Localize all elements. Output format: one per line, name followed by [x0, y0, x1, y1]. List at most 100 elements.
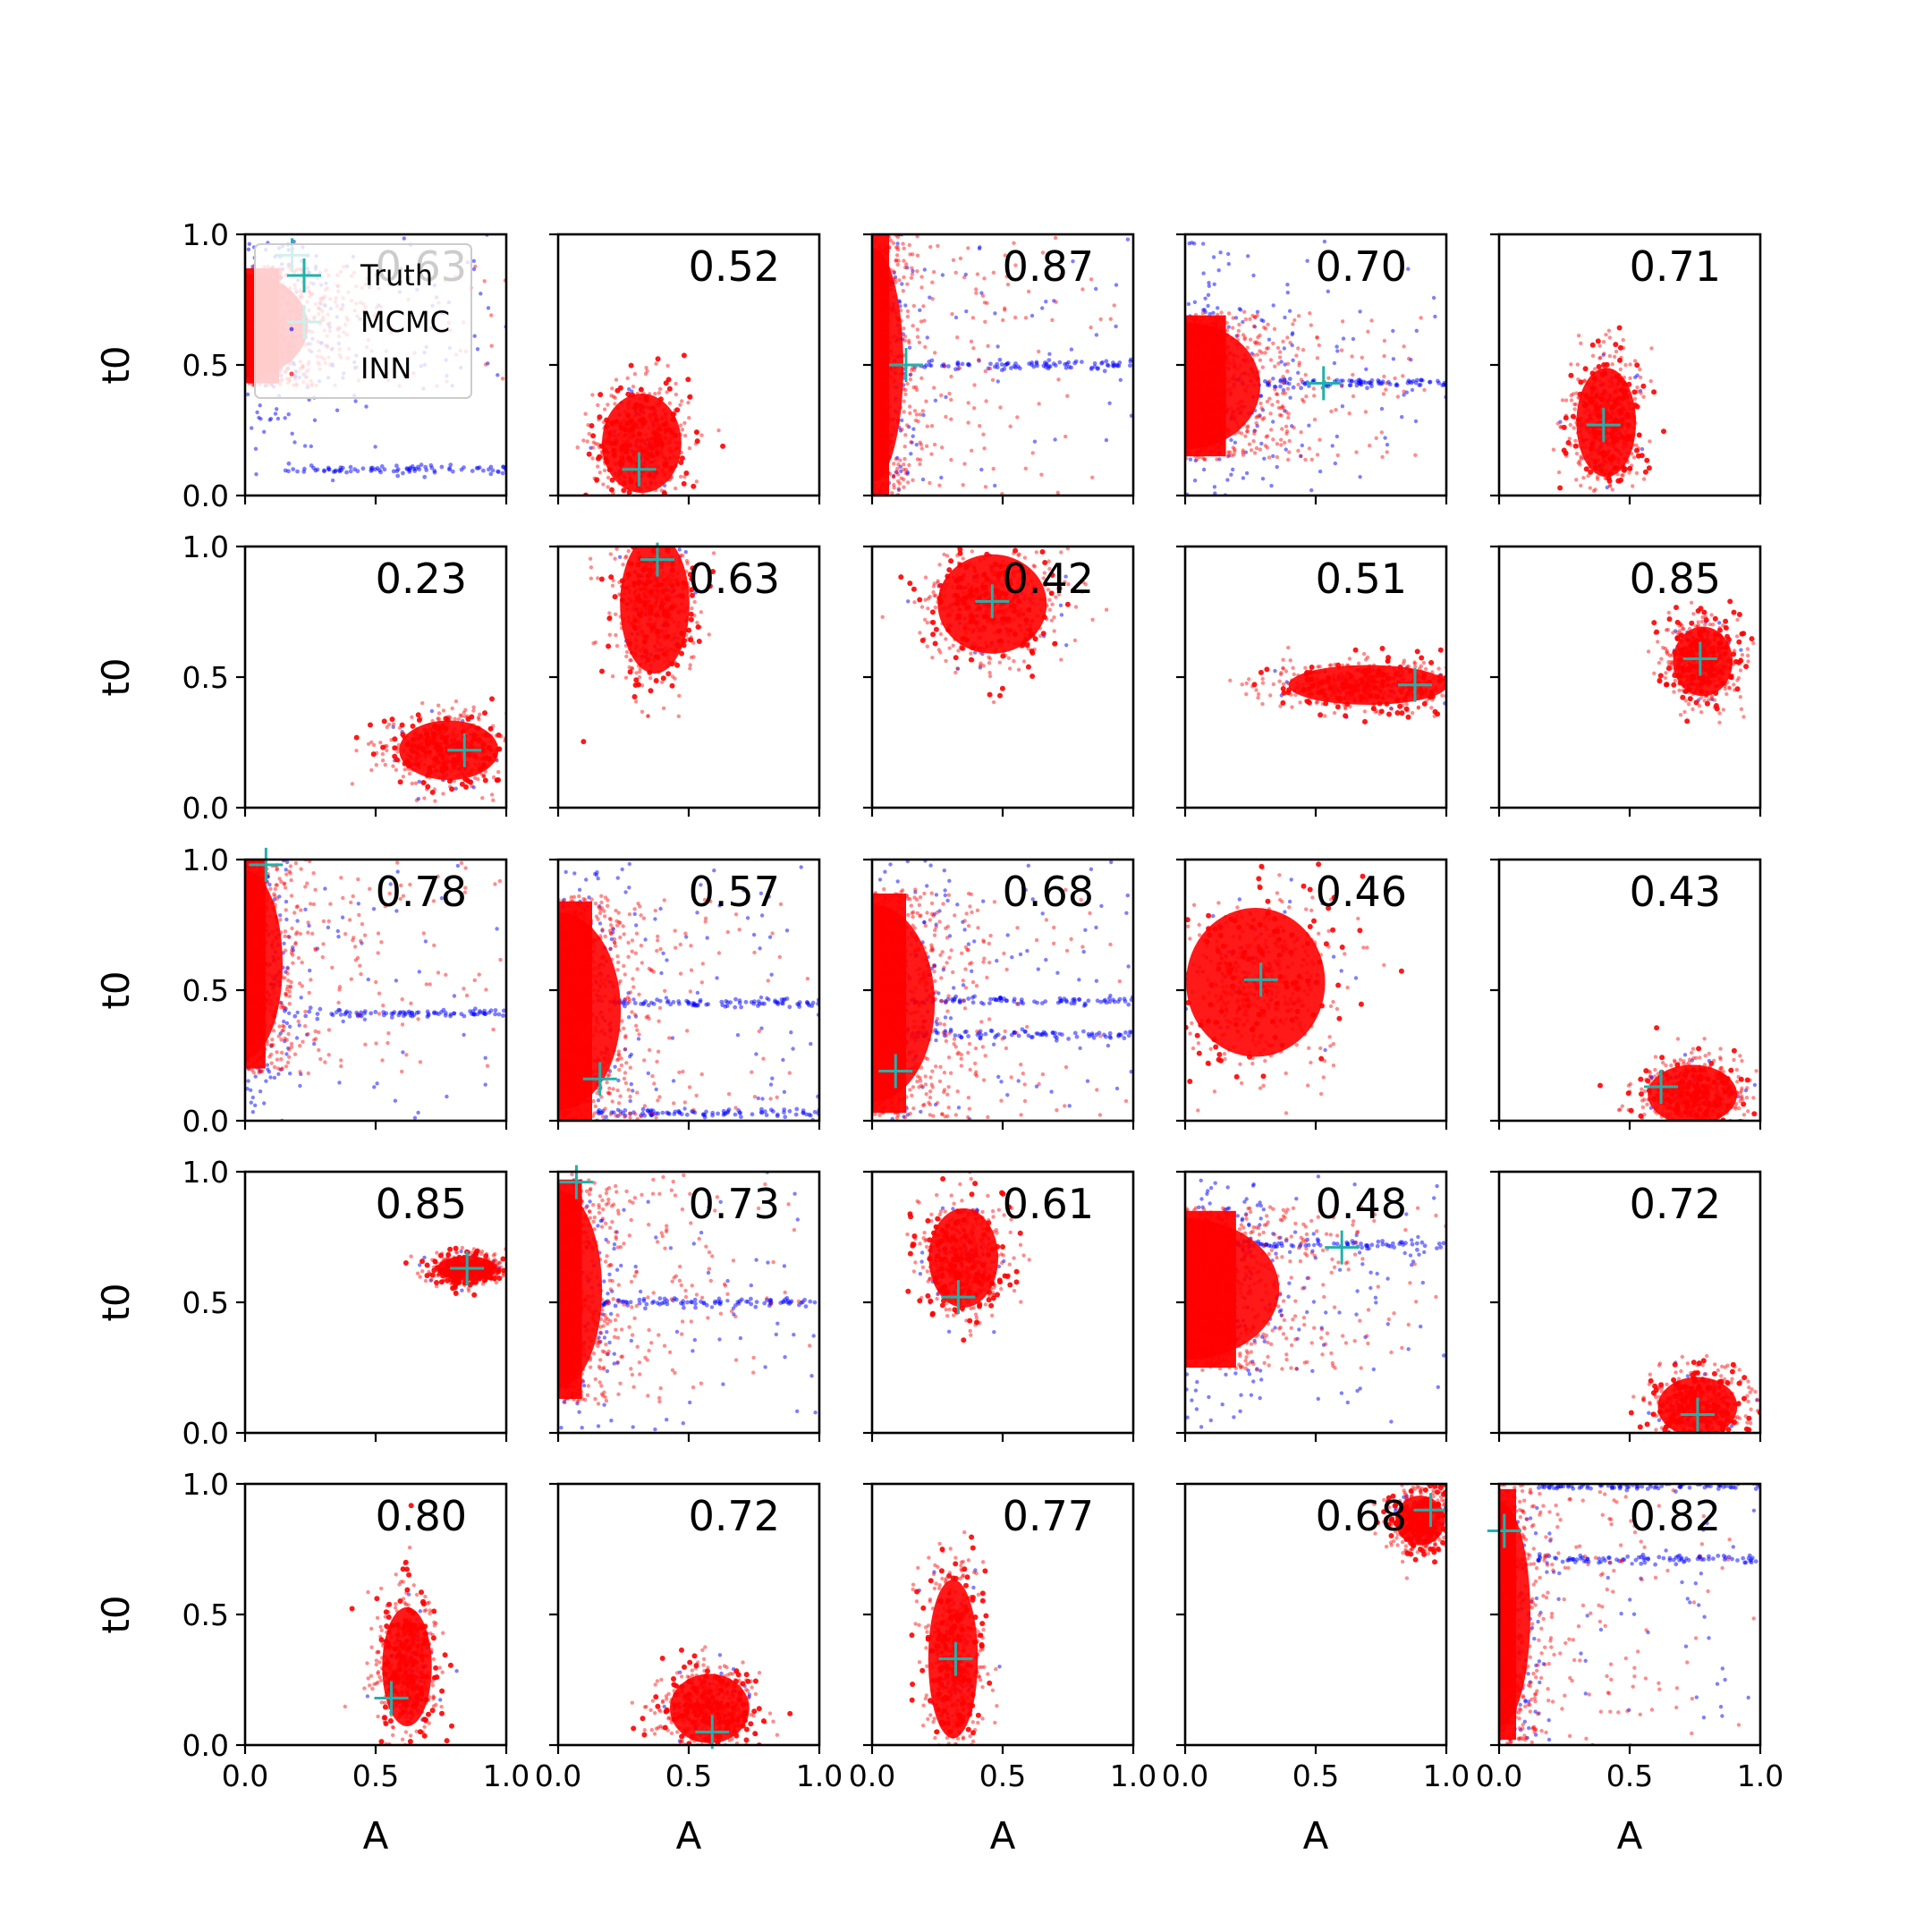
legend-dot: [289, 371, 294, 377]
truth-marker: [640, 542, 674, 577]
y-tick-label: 1.0: [182, 530, 229, 564]
y-tick-label: 0.5: [182, 1285, 229, 1320]
correlation-value: 0.73: [689, 1180, 780, 1228]
truth-marker: [1397, 667, 1432, 702]
panel-24: 0.68 0.0 0.5 1.0 A: [1162, 1482, 1470, 1858]
correlation-value: 0.80: [376, 1492, 467, 1540]
panel-17: 0.73: [549, 1165, 821, 1442]
inn-samples-core: [245, 860, 283, 1069]
panel-10: 0.85: [1490, 545, 1762, 817]
y-tick-label: 1.0: [182, 1155, 229, 1190]
y-axis-label: t0: [94, 1283, 138, 1321]
scatter-area: [558, 1172, 818, 1433]
inn-samples-core: [1185, 861, 1404, 1084]
truth-marker: [582, 1062, 617, 1097]
y-tick-label: 0.0: [182, 1416, 229, 1451]
inn-samples-core: [1651, 598, 1755, 724]
correlation-value: 0.72: [689, 1492, 780, 1540]
scatter-area: [580, 547, 716, 745]
inn-samples-core: [1185, 1210, 1280, 1368]
truth-marker: [878, 1054, 913, 1089]
legend-dot: [289, 326, 294, 332]
x-tick-label: 1.0: [483, 1758, 530, 1793]
x-tick-label: 0.5: [1292, 1758, 1339, 1793]
inn-samples-core: [558, 901, 622, 1121]
x-tick-label: 0.5: [352, 1758, 399, 1793]
inn-samples-core: [1185, 315, 1261, 457]
x-axis-label: A: [990, 1814, 1016, 1858]
panel-8: 0.42: [863, 545, 1135, 817]
truth-marker: [1325, 1230, 1360, 1265]
panel-18: 0.61: [863, 1170, 1135, 1442]
inn-samples-core: [353, 696, 503, 795]
truth-marker: [249, 847, 284, 882]
legend: Truth MCMC INN: [254, 243, 472, 399]
correlation-value: 0.82: [1630, 1492, 1721, 1540]
legend-label: INN: [360, 352, 411, 386]
inn-samples-core: [402, 1245, 506, 1298]
panel-25: 0.82 0.0 0.5 1.0 A: [1476, 1482, 1784, 1858]
correlation-value: 0.52: [689, 242, 780, 291]
inn-samples-core: [872, 234, 903, 496]
correlation-value: 0.87: [1003, 242, 1094, 291]
truth-marker: [1306, 366, 1341, 401]
panel-9: 0.51: [1176, 545, 1448, 817]
truth-marker: [622, 452, 657, 487]
truth-marker: [1413, 1493, 1448, 1528]
inn-samples-core: [1557, 325, 1666, 496]
truth-marker: [975, 584, 1010, 619]
inn-samples-core: [582, 352, 726, 496]
legend-label: Truth: [360, 258, 433, 292]
inn-samples-core: [349, 1503, 454, 1745]
y-tick-label: 0.0: [182, 479, 229, 513]
panel-23: 0.77 0.0 0.5 1.0 A: [849, 1482, 1157, 1858]
scatter-area: [1499, 1484, 1760, 1745]
y-axis-label: t0: [94, 1595, 138, 1633]
panel-22: 0.72 0.0 0.5 1.0 A: [535, 1482, 843, 1858]
correlation-value: 0.63: [689, 555, 780, 603]
correlation-value: 0.68: [1316, 1492, 1407, 1540]
truth-marker: [447, 733, 482, 767]
truth-marker: [888, 348, 923, 382]
correlation-value: 0.85: [376, 1180, 467, 1228]
y-tick-label: 0.0: [182, 791, 229, 826]
x-tick-label: 1.0: [796, 1758, 843, 1793]
correlation-value: 0.70: [1316, 242, 1407, 291]
inn-samples-core: [558, 1179, 603, 1400]
y-tick-label: 1.0: [182, 1467, 229, 1502]
x-tick-label: 0.0: [1162, 1758, 1208, 1793]
legend-marker-mcmc: [287, 305, 321, 339]
truth-marker: [938, 1641, 973, 1676]
inn-samples-core: [872, 893, 936, 1114]
legend-label: MCMC: [360, 305, 450, 339]
panel-16: 0.85 0.0 0.5 1.0 t0: [94, 1155, 508, 1451]
scatter-area: [343, 1503, 459, 1745]
x-axis-label: A: [363, 1814, 389, 1858]
correlation-value: 0.72: [1630, 1180, 1721, 1228]
x-tick-label: 0.0: [535, 1758, 581, 1793]
correlation-value: 0.77: [1003, 1492, 1094, 1540]
y-tick-label: 1.0: [182, 843, 229, 877]
panel-15: 0.43: [1490, 858, 1762, 1130]
panel-4: 0.70: [1176, 233, 1448, 504]
y-tick-label: 0.5: [182, 660, 229, 695]
scatter-area: [1185, 861, 1404, 1115]
panel-13: 0.68: [863, 858, 1135, 1130]
scatter-area: [1551, 325, 1666, 496]
truth-marker: [941, 1280, 976, 1315]
truth-marker: [450, 1251, 485, 1286]
correlation-value: 0.46: [1316, 868, 1407, 916]
panel-14: 0.46: [1176, 858, 1448, 1130]
y-axis-label: t0: [94, 657, 138, 696]
panel-12: 0.57: [549, 858, 821, 1130]
inn-samples-core: [631, 1647, 793, 1745]
y-axis-label: t0: [94, 345, 138, 384]
truth-marker: [695, 1715, 730, 1750]
inn-samples-core: [1251, 646, 1446, 724]
y-tick-label: 0.0: [182, 1104, 229, 1139]
panel-19: 0.48: [1176, 1170, 1448, 1442]
correlation-value: 0.51: [1316, 555, 1407, 603]
correlation-value: 0.23: [376, 555, 467, 603]
scatter-area: [872, 860, 1133, 1121]
